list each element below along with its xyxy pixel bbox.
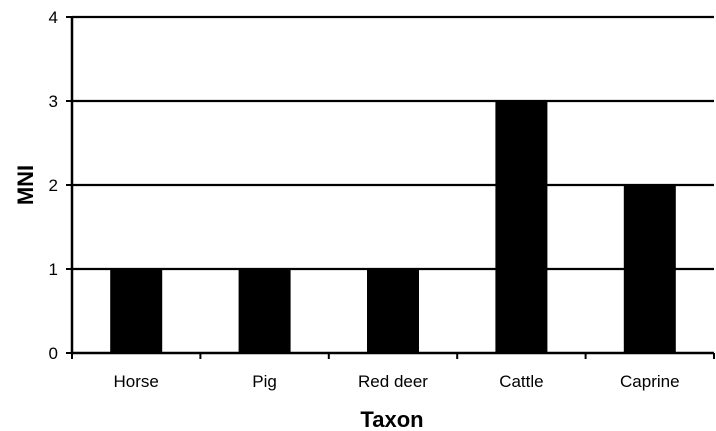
x-tick-label: Horse [114,372,159,391]
x-axis-title: Taxon [360,407,423,431]
bar-red-deer [367,269,419,353]
y-tick-label: 1 [49,260,58,279]
x-tick-label: Cattle [499,372,543,391]
y-tick-label: 4 [49,8,58,27]
bar-horse [110,269,163,353]
y-tick-label: 3 [49,92,58,111]
bar-cattle [495,101,548,353]
axes [66,16,715,359]
y-tick-label: 0 [49,344,58,363]
x-tick-label: Caprine [620,372,680,391]
x-tick-label: Red deer [358,372,428,391]
x-tick-labels: Horse Pig Red deer Cattle Caprine [114,372,680,391]
y-tick-label: 2 [49,176,58,195]
bars [110,101,676,353]
y-tick-labels: 0 1 2 3 4 [49,8,58,363]
bar-caprine [623,185,676,353]
x-tick-label: Pig [252,372,277,391]
bar-pig [238,269,291,353]
y-axis-title: MNI [13,165,38,205]
gridlines [72,15,714,271]
